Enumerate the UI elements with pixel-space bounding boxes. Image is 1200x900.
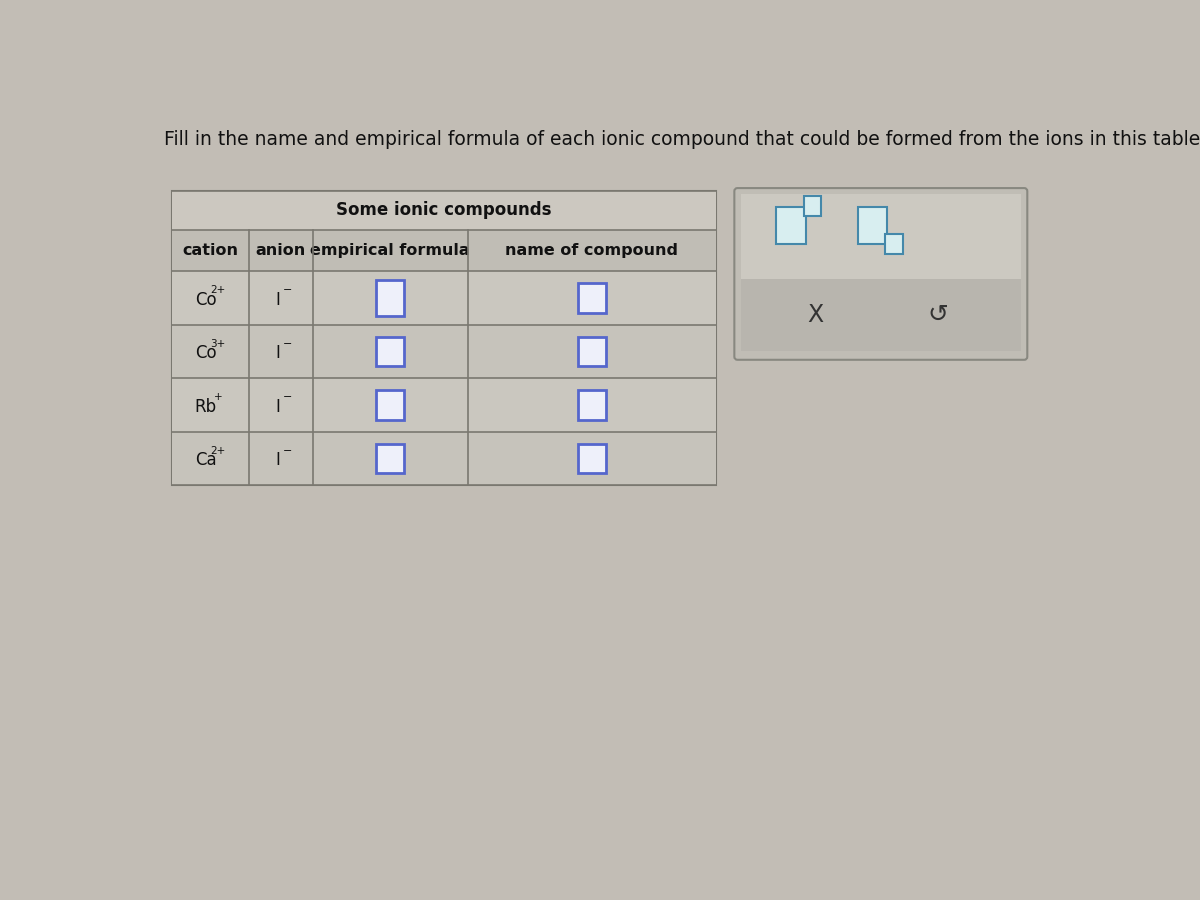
Text: X: X xyxy=(806,302,823,327)
Text: Rb: Rb xyxy=(194,398,217,416)
Bar xyxy=(740,279,1021,350)
Bar xyxy=(172,191,715,485)
Bar xyxy=(172,378,715,432)
Text: name of compound: name of compound xyxy=(505,243,678,258)
Text: −: − xyxy=(282,392,292,402)
Bar xyxy=(172,325,715,378)
Text: cation: cation xyxy=(182,243,239,258)
Text: I: I xyxy=(276,344,281,362)
Text: 3+: 3+ xyxy=(210,338,226,349)
Text: −: − xyxy=(282,285,292,295)
Text: Ca: Ca xyxy=(194,451,217,469)
Text: Some ionic compounds: Some ionic compounds xyxy=(336,202,552,220)
Bar xyxy=(886,234,902,255)
Bar xyxy=(377,337,404,366)
FancyBboxPatch shape xyxy=(734,188,1027,360)
Bar xyxy=(858,207,887,244)
Bar xyxy=(172,230,715,271)
Text: Co: Co xyxy=(194,291,217,309)
Bar xyxy=(172,432,715,485)
Text: Fill in the name and empirical formula of each ionic compound that could be form: Fill in the name and empirical formula o… xyxy=(164,130,1200,148)
Bar xyxy=(172,191,715,230)
Bar xyxy=(377,280,404,317)
Bar xyxy=(578,444,606,473)
Text: empirical formula: empirical formula xyxy=(311,243,470,258)
Text: −: − xyxy=(282,338,292,349)
Text: +: + xyxy=(214,392,222,402)
Bar xyxy=(740,194,1021,279)
Bar xyxy=(804,196,821,216)
Bar xyxy=(578,337,606,366)
Text: I: I xyxy=(276,291,281,309)
Text: 2+: 2+ xyxy=(210,446,226,455)
Bar xyxy=(578,284,606,312)
Bar xyxy=(578,391,606,419)
Text: I: I xyxy=(276,398,281,416)
Text: 2+: 2+ xyxy=(210,285,226,295)
Text: I: I xyxy=(276,451,281,469)
Text: anion: anion xyxy=(256,243,306,258)
Text: Co: Co xyxy=(194,344,217,362)
Text: −: − xyxy=(282,446,292,455)
Bar xyxy=(377,391,404,419)
Bar xyxy=(377,444,404,473)
Bar xyxy=(172,271,715,325)
Bar xyxy=(776,207,805,244)
Text: ↺: ↺ xyxy=(928,302,949,327)
